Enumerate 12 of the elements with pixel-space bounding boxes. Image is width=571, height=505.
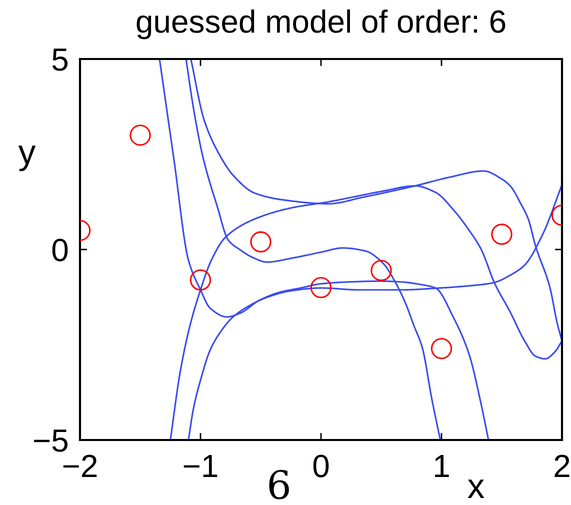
y-tick-label: −5	[34, 430, 68, 452]
x-tick-label: −1	[184, 455, 218, 478]
x-tick-label: 2	[554, 454, 570, 478]
x-tick-label: 0	[313, 454, 329, 478]
y-axis-title: y	[18, 146, 36, 172]
x-axis-title: x	[468, 480, 484, 498]
chart-title: guessed model of order: 6	[136, 9, 506, 40]
y-tick-label: 5	[52, 48, 68, 71]
text: 6	[269, 470, 289, 500]
y-tick-label: 0	[52, 238, 68, 262]
x-tick-label: 1	[435, 455, 449, 478]
x-tick-label: −2	[63, 454, 97, 478]
